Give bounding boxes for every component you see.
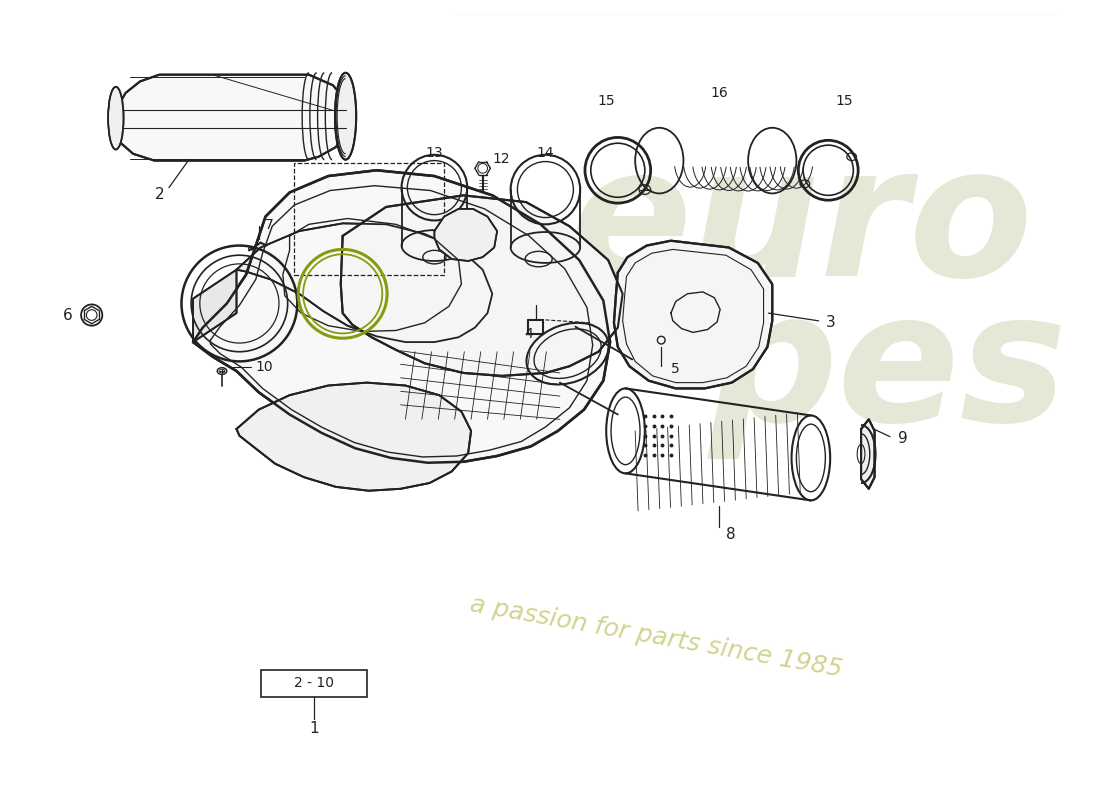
Text: 2 - 10: 2 - 10 (294, 676, 333, 690)
Text: 2: 2 (154, 187, 164, 202)
Text: a passion for parts since 1985: a passion for parts since 1985 (469, 592, 845, 681)
Text: 10: 10 (256, 360, 274, 374)
Polygon shape (341, 195, 623, 376)
Text: pes: pes (708, 283, 1068, 459)
Bar (261, 670, 366, 698)
Polygon shape (861, 419, 875, 489)
Ellipse shape (108, 86, 123, 150)
Polygon shape (236, 382, 471, 490)
Text: 8: 8 (726, 526, 736, 542)
Text: 3: 3 (826, 315, 836, 330)
Polygon shape (116, 74, 345, 161)
Text: 4: 4 (525, 327, 533, 342)
Bar (295, 163, 444, 274)
Text: 9: 9 (898, 431, 907, 446)
Polygon shape (434, 209, 497, 261)
Polygon shape (194, 270, 236, 342)
Ellipse shape (336, 73, 356, 160)
Text: 13: 13 (426, 146, 443, 160)
Text: 7: 7 (264, 218, 273, 232)
Text: 14: 14 (537, 146, 554, 160)
Polygon shape (614, 241, 772, 389)
Text: 12: 12 (493, 152, 510, 166)
Text: 6: 6 (63, 307, 73, 322)
Text: euro: euro (570, 138, 1033, 314)
Polygon shape (194, 170, 611, 462)
Text: 1: 1 (309, 721, 319, 736)
Text: 15: 15 (836, 94, 854, 108)
Text: 15: 15 (597, 94, 615, 108)
Text: 16: 16 (711, 86, 728, 100)
Polygon shape (236, 223, 493, 342)
Polygon shape (453, 0, 1100, 14)
Text: 5: 5 (671, 362, 680, 376)
